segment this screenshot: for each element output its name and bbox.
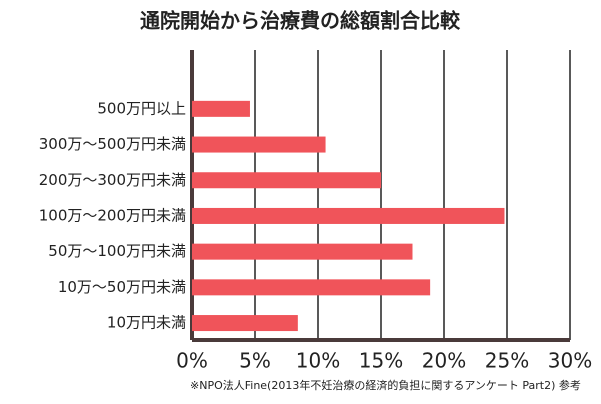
note: ※NPO法人Fine(2013年不妊治療の経済的負担に関するアンケート Part… — [190, 378, 581, 392]
bar — [192, 172, 381, 189]
bar — [192, 279, 431, 296]
y-tick-label: 10万～50万円未満 — [58, 278, 186, 296]
y-tick-label: 200万～300万円未満 — [39, 171, 186, 189]
x-tick-label: 5% — [239, 349, 271, 373]
chart-title: 通院開始から治療費の総額割合比較 — [140, 9, 461, 33]
x-tick-label: 20% — [422, 349, 466, 373]
y-tick-label: 300万～500万円未満 — [39, 135, 186, 153]
x-tick-label: 10% — [296, 349, 340, 373]
x-tick-label: 15% — [359, 349, 403, 373]
y-tick-label: 500万円以上 — [97, 99, 186, 117]
bar — [192, 136, 326, 153]
bar — [192, 207, 505, 224]
y-tick-label: 100万～200万円未満 — [39, 206, 186, 224]
x-tick-label: 30% — [548, 349, 592, 373]
y-tick-label: 10万円未満 — [107, 314, 186, 332]
bar — [192, 315, 298, 332]
y-tick-label: 50万～100万円未満 — [48, 242, 186, 260]
x-tick-label: 25% — [485, 349, 529, 373]
bar — [192, 243, 413, 260]
x-tick-label: 0% — [176, 349, 208, 373]
bar — [192, 100, 250, 117]
